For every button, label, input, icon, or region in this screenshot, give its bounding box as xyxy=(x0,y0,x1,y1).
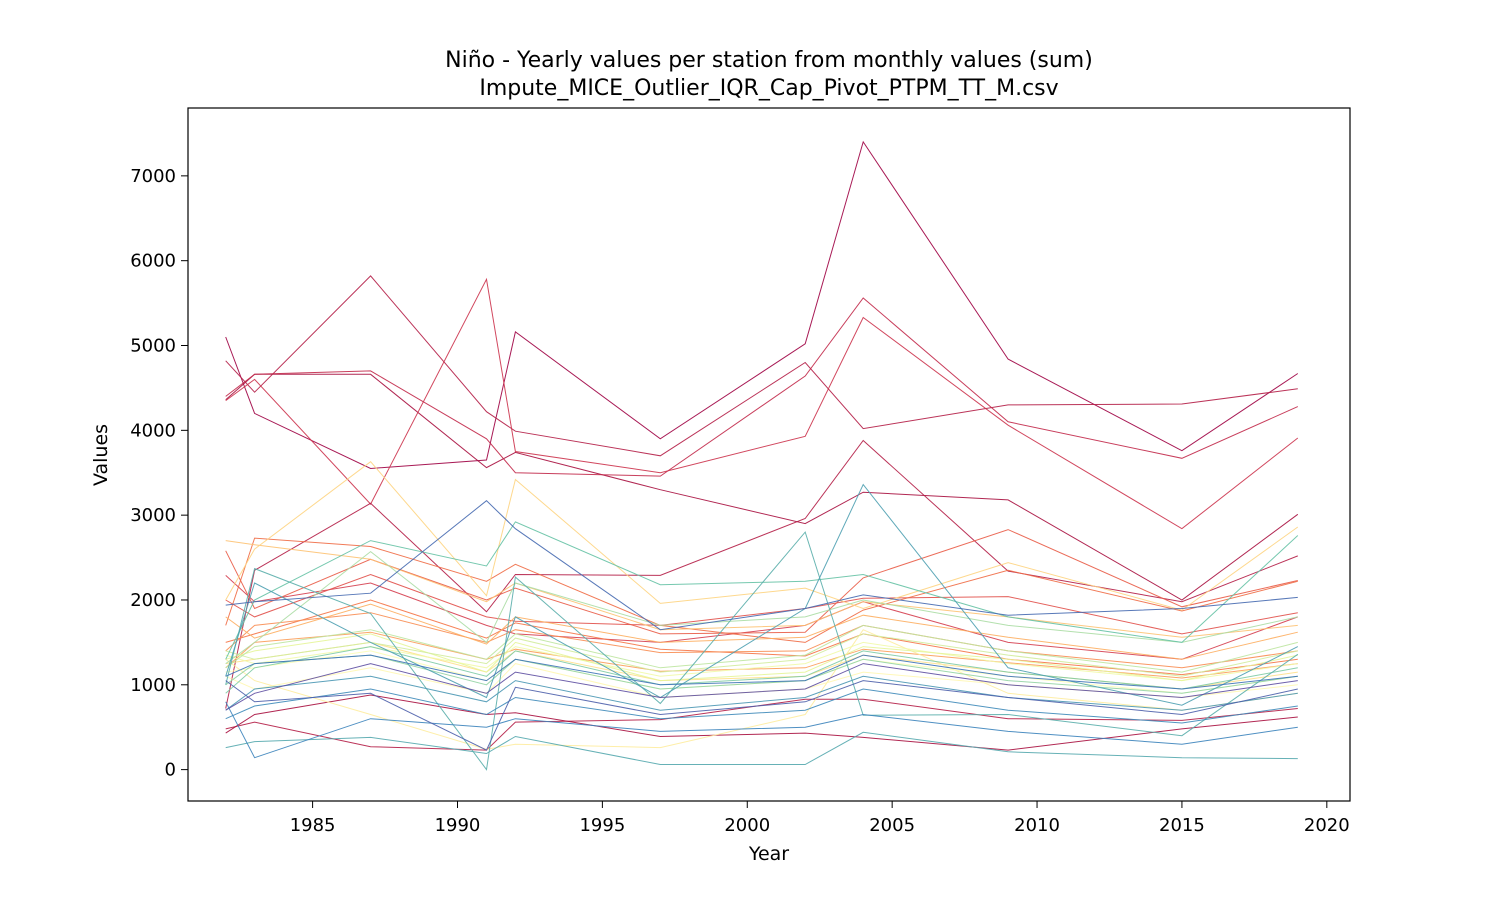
series-line-29 xyxy=(225,521,1299,660)
series-line-26 xyxy=(225,550,1298,665)
plot-frame xyxy=(187,107,1351,802)
series-line-34 xyxy=(225,688,1298,724)
chart-subtitle: Impute_MICE_Outlier_IQR_Cap_Pivot_PTPM_T… xyxy=(479,76,1058,101)
series-line-1 xyxy=(225,373,1299,601)
series-line-10 xyxy=(225,529,1298,635)
series-line-12 xyxy=(225,599,1298,676)
x-axis-label: Year xyxy=(748,843,789,865)
series-line-5 xyxy=(225,439,1298,709)
series-line-3 xyxy=(225,297,1299,477)
y-tick-label-2: 2000 xyxy=(130,590,176,611)
series-line-25 xyxy=(225,624,1298,673)
x-tick-label-7: 2020 xyxy=(1304,815,1350,836)
series-line-38 xyxy=(225,680,1298,751)
y-tick-label-1: 1000 xyxy=(130,675,176,696)
x-tick-label-6: 2015 xyxy=(1159,815,1205,836)
series-line-36 xyxy=(225,654,1298,690)
y-tick-label-6: 6000 xyxy=(130,251,176,272)
x-tick-label-4: 2005 xyxy=(869,815,915,836)
series-line-15 xyxy=(225,603,1298,660)
y-axis-label: Values xyxy=(90,424,112,486)
x-tick-label-2: 1995 xyxy=(579,815,625,836)
series-line-4 xyxy=(225,277,1299,530)
y-tick-label-0: 0 xyxy=(165,760,176,781)
x-tick-label-5: 2010 xyxy=(1014,815,1060,836)
y-tick-label-7: 7000 xyxy=(130,166,176,187)
series-line-37 xyxy=(225,500,1298,631)
y-tick-label-4: 4000 xyxy=(130,420,176,441)
series-line-24 xyxy=(225,633,1298,677)
series-line-30 xyxy=(225,731,1298,765)
series-line-22 xyxy=(225,641,1298,682)
series-line-33 xyxy=(225,675,1298,711)
y-tick-label-3: 3000 xyxy=(130,505,176,526)
series-layer xyxy=(225,140,1299,771)
x-tick-label-0: 1985 xyxy=(290,815,336,836)
series-line-35 xyxy=(225,701,1298,759)
series-line-31 xyxy=(225,531,1299,771)
tick-layer: 1985 1990 1995 2000 2005 2010 2015 2020 0 1000 200… xyxy=(130,166,1350,836)
y-tick-label-5: 5000 xyxy=(130,336,176,357)
series-line-13 xyxy=(225,612,1298,669)
x-tick-label-1: 1990 xyxy=(435,815,481,836)
series-line-7 xyxy=(225,694,1298,751)
series-line-2 xyxy=(225,275,1298,457)
chart-title: Niño - Yearly values per station from mo… xyxy=(445,48,1093,73)
series-line-23 xyxy=(225,633,1298,682)
x-tick-label-3: 2000 xyxy=(724,815,770,836)
series-line-39 xyxy=(225,663,1298,711)
series-line-19 xyxy=(225,629,1298,750)
series-line-17 xyxy=(225,461,1299,611)
series-line-0 xyxy=(225,140,1299,470)
